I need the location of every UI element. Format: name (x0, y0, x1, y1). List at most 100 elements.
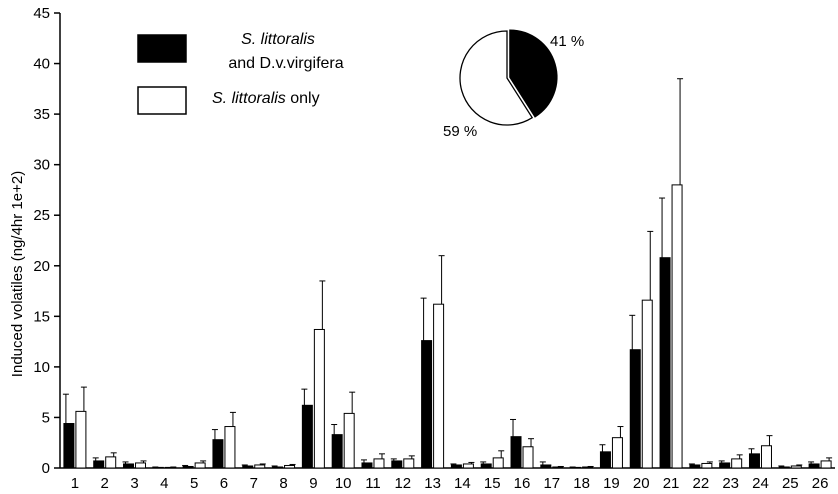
y-axis-label: Induced volatiles (ng/4hr 1e+2) (9, 171, 26, 377)
legend-label-series-2-rest: only (286, 90, 320, 107)
bar-series-2 (403, 458, 415, 469)
bar-series-1 (331, 434, 343, 469)
bar-series-2 (254, 464, 266, 469)
x-tick-label: 26 (812, 475, 829, 492)
x-tick-label: 5 (190, 475, 198, 492)
x-tick-label: 2 (101, 475, 109, 492)
bar-series-2 (75, 410, 87, 469)
bar-series-1 (689, 464, 701, 469)
bar-series-2 (582, 466, 594, 469)
bar-series-2 (224, 426, 236, 469)
y-tick-label: 15 (33, 308, 50, 325)
bar-series-2 (373, 458, 385, 469)
bar-series-2 (641, 299, 653, 469)
bar-series-2 (820, 460, 832, 469)
bar-series-1 (361, 462, 373, 469)
bar-series-1 (778, 466, 790, 469)
bar-series-2 (701, 462, 713, 469)
y-tick-label: 20 (33, 258, 50, 275)
bar-series-2 (611, 437, 623, 469)
bar-series-1 (629, 349, 641, 469)
bar-series-2 (433, 303, 445, 469)
pie-slice-2 (459, 30, 534, 126)
y-tick-label: 40 (33, 56, 50, 73)
x-axis: 1 2 3 4 5 6 7 8 9 10 11 12 13 14 15 16 17 18 19 20 21 22 23 24 2… (60, 467, 835, 492)
x-tick-label: 1 (71, 475, 79, 492)
x-tick-label: 21 (663, 475, 680, 492)
x-tick-label: 16 (514, 475, 531, 492)
bar-series-2 (313, 328, 325, 469)
bar-series-2 (522, 446, 534, 469)
bar-series-1 (391, 460, 403, 469)
bar-series-1 (450, 464, 462, 469)
bar-series-2 (671, 184, 683, 469)
x-tick-label: 19 (603, 475, 620, 492)
bar-series-2 (462, 463, 474, 469)
legend-swatch-series-1 (137, 34, 187, 63)
bar-series-2 (343, 412, 355, 469)
legend-label-series-1a: S. littoralis (241, 31, 315, 48)
x-tick-label: 4 (160, 475, 168, 492)
legend-label-series-1b: and D.v.virgifera (228, 55, 343, 72)
x-tick-label: 14 (454, 475, 471, 492)
bar-series-1 (719, 462, 731, 469)
bar-series-1 (510, 436, 522, 469)
bar-series-1 (421, 340, 433, 469)
x-tick-label: 6 (220, 475, 228, 492)
x-tick-label: 20 (633, 475, 650, 492)
x-tick-label: 8 (279, 475, 287, 492)
y-axis: 0 5 10 15 20 25 30 35 40 45 (33, 5, 61, 477)
x-tick-label: 18 (573, 475, 590, 492)
y-tick-label: 25 (33, 207, 50, 224)
bar-series-2 (760, 445, 772, 469)
x-tick-label: 25 (782, 475, 799, 492)
x-tick-label: 24 (752, 475, 769, 492)
inset-pie-chart (459, 29, 558, 126)
y-tick-label: 10 (33, 359, 50, 376)
bar-series-2 (731, 458, 743, 469)
bar-series-1 (659, 257, 671, 469)
bar-series-2 (135, 462, 147, 469)
y-tick-label: 35 (33, 106, 50, 123)
bar-series-2 (552, 466, 564, 469)
x-tick-label: 11 (365, 475, 381, 492)
y-tick-label: 5 (42, 409, 50, 426)
pie-slice-1 (509, 29, 558, 118)
bar-series-1 (480, 463, 492, 469)
legend-label-series-2: S. littoralis only (212, 90, 320, 107)
bar-series-1 (540, 464, 552, 469)
x-tick-label: 10 (335, 475, 352, 492)
bar-series-1 (123, 463, 135, 469)
x-tick-label: 9 (309, 475, 317, 492)
x-tick-label: 12 (394, 475, 411, 492)
legend-swatch-series-2 (137, 86, 187, 115)
bar-series-1 (808, 463, 820, 469)
pie-label-41: 41 % (550, 33, 584, 50)
x-tick-label: 23 (722, 475, 739, 492)
bar-series-1 (63, 423, 75, 469)
x-tick-label: 7 (250, 475, 258, 492)
bar-series-1 (242, 465, 254, 469)
bar-series-2 (105, 456, 117, 469)
bar-series-2 (284, 464, 296, 469)
bar-series-1 (272, 466, 284, 469)
y-tick-label: 45 (33, 5, 50, 22)
y-tick-label: 0 (42, 460, 50, 477)
bars (62, 78, 833, 469)
y-tick-label: 30 (33, 157, 50, 174)
bar-series-2 (790, 465, 802, 469)
legend: S. littoralis and D.v.virgifera S. litto… (137, 31, 344, 115)
bar-series-1 (301, 404, 313, 469)
bar-series-1 (599, 451, 611, 469)
pie-label-59: 59 % (443, 123, 477, 140)
x-tick-label: 3 (130, 475, 138, 492)
bar-series-1 (93, 460, 105, 469)
bar-series-2 (492, 457, 504, 469)
bar-series-2 (194, 462, 206, 469)
bar-series-1 (748, 453, 760, 469)
x-tick-label: 17 (543, 475, 560, 492)
x-tick-label: 22 (693, 475, 710, 492)
bar-series-1 (182, 465, 194, 469)
legend-label-series-2-italic: S. littoralis (212, 90, 286, 107)
